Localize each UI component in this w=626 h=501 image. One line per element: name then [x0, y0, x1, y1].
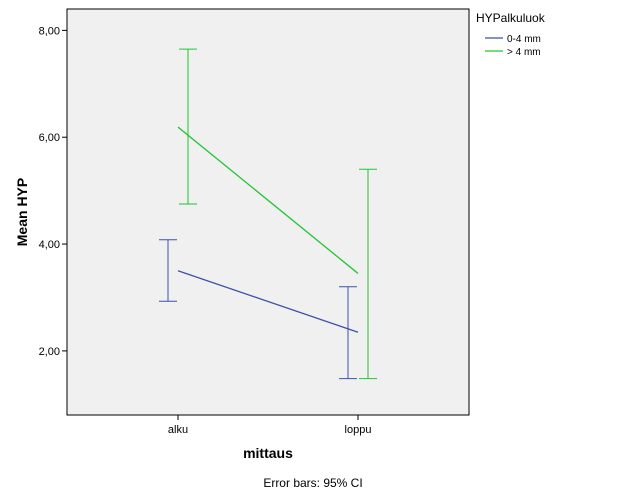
x-tick-label: alku — [168, 424, 188, 436]
y-axis: 2,00 4,00 6,00 8,00 — [39, 25, 67, 358]
legend-label: > 4 mm — [507, 47, 541, 58]
y-tick-label: 4,00 — [39, 239, 60, 251]
y-axis-title: Mean HYP — [14, 178, 30, 246]
x-axis: alku loppu — [168, 415, 372, 436]
series-1 — [177, 48, 377, 380]
legend: HYPalkuluok 0-4 mm > 4 mm — [476, 11, 546, 58]
series-0 — [159, 239, 359, 380]
plot-area — [66, 8, 470, 416]
y-tick-label: 8,00 — [39, 25, 60, 37]
y-tick-label: 2,00 — [39, 346, 60, 358]
series-line — [177, 270, 359, 333]
x-axis-title: mittaus — [243, 445, 293, 461]
error-bars-footnote: Error bars: 95% CI — [263, 476, 362, 490]
series-layer — [159, 48, 377, 380]
legend-label: 0-4 mm — [507, 34, 541, 45]
legend-title: HYPalkuluok — [476, 11, 546, 25]
y-tick-label: 6,00 — [39, 132, 60, 144]
series-line — [177, 126, 359, 274]
x-tick-label: loppu — [345, 424, 372, 436]
